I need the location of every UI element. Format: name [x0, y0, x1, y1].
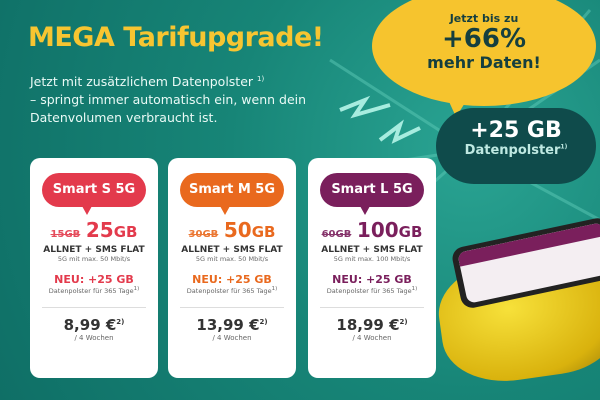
- divider: [320, 307, 424, 309]
- volume-unit: GB: [251, 223, 276, 241]
- plan-name: Smart L 5G: [331, 182, 413, 197]
- bonus-bubble: +25 GB Datenpolster1): [436, 108, 596, 184]
- bonus-sub: Datenpolster für 365 Tage: [186, 287, 272, 296]
- billing-period: / 4 Wochen: [212, 334, 252, 343]
- new-volume: 100: [356, 218, 399, 242]
- footnote-ref: 1): [271, 286, 278, 292]
- allnet-label: ALLNET + SMS FLAT: [43, 245, 145, 255]
- speed-label: 5G mit max. 50 Mbit/s: [57, 255, 131, 263]
- promo-percent: +66%: [441, 24, 527, 54]
- bonus-sub: Datenpolster für 365 Tage: [326, 287, 412, 296]
- footnote-ref: 2): [116, 318, 125, 327]
- bonus-amount: +25 GB: [470, 118, 562, 143]
- bonus-label: NEU: +25 GB: [192, 273, 272, 286]
- plan-name-badge: Smart L 5G: [320, 173, 424, 215]
- old-volume: 30GB: [188, 229, 219, 240]
- footnote-ref: 1): [257, 75, 265, 83]
- subtitle-rest: – springt immer automatisch ein, wenn de…: [30, 92, 307, 126]
- promo-line1: Jetzt bis zu: [449, 12, 519, 25]
- subtitle-text: Jetzt mit zusätzlichem Datenpolster: [30, 74, 254, 90]
- volume-unit: GB: [398, 223, 423, 241]
- speed-label: 5G mit max. 100 Mbit/s: [333, 255, 411, 263]
- price: 13,99 €: [196, 316, 260, 335]
- plan-name: Smart S 5G: [52, 182, 136, 197]
- plan-name: Smart M 5G: [188, 182, 275, 197]
- plan-name-badge: Smart S 5G: [42, 173, 146, 215]
- billing-period: / 4 Wochen: [352, 334, 392, 343]
- footnote-ref: 1): [133, 286, 140, 292]
- footnote-ref: 2): [259, 318, 268, 327]
- old-volume: 60GB: [321, 229, 352, 240]
- new-volume: 50: [223, 218, 252, 242]
- footnote-ref: 2): [399, 318, 408, 327]
- headline: MEGA Tarifupgrade!: [28, 22, 324, 53]
- plan-card[interactable]: Smart S 5G 15GB 25GB ALLNET + SMS FLAT 5…: [30, 158, 158, 378]
- plan-card[interactable]: Smart M 5G 30GB 50GB ALLNET + SMS FLAT 5…: [168, 158, 296, 378]
- bonus-label: NEU: +25 GB: [332, 273, 412, 286]
- bonus-sub: Datenpolster für 365 Tage: [48, 287, 134, 296]
- price: 18,99 €: [336, 316, 400, 335]
- old-volume: 15GB: [50, 229, 81, 240]
- footnote-ref: 1): [560, 143, 568, 151]
- volume-unit: GB: [113, 223, 138, 241]
- footnote-ref: 1): [411, 286, 418, 292]
- data-volume: 15GB 25GB: [30, 218, 158, 242]
- subtitle: Jetzt mit zusätzlichem Datenpolster 1) –…: [30, 70, 370, 127]
- divider: [42, 307, 146, 309]
- speed-label: 5G mit max. 50 Mbit/s: [195, 255, 269, 263]
- bonus-label: NEU: +25 GB: [54, 273, 134, 286]
- plan-name-badge: Smart M 5G: [180, 173, 284, 215]
- allnet-label: ALLNET + SMS FLAT: [181, 245, 283, 255]
- data-volume: 60GB 100GB: [308, 218, 436, 242]
- promo-bubble: Jetzt bis zu +66% mehr Daten!: [372, 0, 596, 106]
- promo-line3: mehr Daten!: [427, 53, 541, 72]
- bonus-label: Datenpolster: [464, 143, 561, 158]
- data-volume: 30GB 50GB: [168, 218, 296, 242]
- plan-card[interactable]: Smart L 5G 60GB 100GB ALLNET + SMS FLAT …: [308, 158, 436, 378]
- billing-period: / 4 Wochen: [74, 334, 114, 343]
- new-volume: 25: [85, 218, 114, 242]
- price: 8,99 €: [63, 316, 117, 335]
- divider: [180, 307, 284, 309]
- allnet-label: ALLNET + SMS FLAT: [321, 245, 423, 255]
